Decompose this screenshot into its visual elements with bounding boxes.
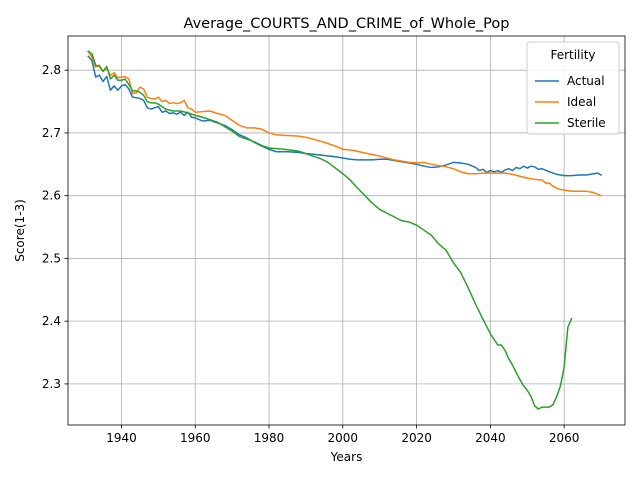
x-tick-label: 1960 (180, 431, 211, 445)
legend-item-sterile: Sterile (535, 116, 606, 130)
legend-label: Ideal (567, 95, 596, 109)
y-tick-label: 2.8 (42, 63, 61, 77)
axis-ticks: 1940 1960 1980 2000 2020 2040 2060 2.3 2.4 2.5 2.6… (42, 63, 580, 445)
x-tick-label: 2020 (401, 431, 432, 445)
legend-item-actual: Actual (535, 74, 605, 88)
series-line-ideal (87, 50, 603, 197)
y-tick-label: 2.7 (42, 126, 61, 140)
x-tick-label: 1980 (254, 431, 285, 445)
y-tick-label: 2.4 (42, 314, 61, 328)
plot-area-frame (67, 35, 626, 426)
x-axis-label: Years (330, 450, 363, 464)
series-lines (87, 50, 603, 410)
x-tick-label: 2000 (328, 431, 359, 445)
legend: Fertility Actual Ideal Sterile (526, 41, 620, 135)
chart-title: Average_COURTS_AND_CRIME_of_Whole_Pop (184, 16, 510, 32)
legend-box (526, 41, 620, 135)
x-tick-label: 1940 (106, 431, 137, 445)
y-axis-label: Score(1-3) (13, 199, 27, 262)
legend-item-ideal: Ideal (535, 95, 596, 109)
y-tick-label: 2.6 (42, 189, 61, 203)
legend-label: Sterile (567, 116, 606, 130)
legend-title: Fertility (550, 48, 595, 62)
y-tick-label: 2.5 (42, 251, 61, 265)
y-tick-label: 2.3 (42, 377, 61, 391)
legend-label: Actual (567, 74, 605, 88)
series-line-sterile (87, 50, 573, 410)
x-tick-label: 2040 (475, 431, 506, 445)
grid-lines (68, 36, 625, 425)
series-line-actual (87, 55, 603, 177)
legend-items: Actual Ideal Sterile (535, 74, 606, 130)
x-tick-label: 2060 (549, 431, 580, 445)
